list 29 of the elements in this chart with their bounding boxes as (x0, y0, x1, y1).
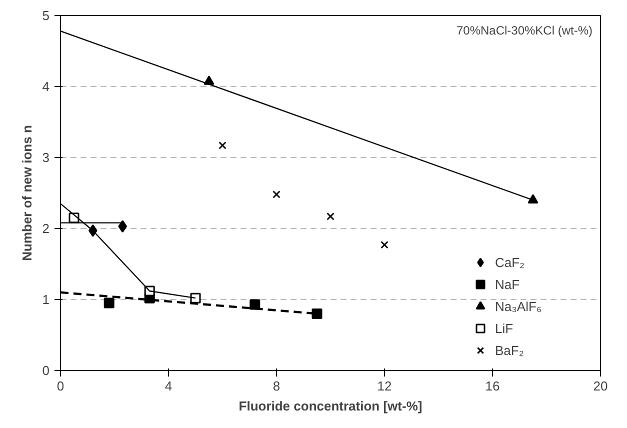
point (312, 308, 322, 319)
point (272, 190, 280, 198)
x-tick-label: 0 (56, 378, 64, 394)
x-tick-label: 16 (485, 378, 500, 394)
legend-label: LiF (495, 320, 514, 336)
point (104, 298, 114, 308)
y-axis-title: Number of new ions n (19, 125, 34, 261)
y-tick-label: 5 (42, 8, 50, 23)
point (380, 240, 388, 249)
x-axis-title: Fluoride concentration [wt-%] (238, 398, 422, 414)
y-tick-label: 3 (42, 150, 50, 165)
y-tick-label: 1 (42, 292, 50, 307)
legend-label: BaF₂ (495, 342, 524, 358)
y-tick-label: 4 (42, 79, 50, 94)
point (250, 299, 260, 310)
point (326, 212, 334, 220)
y-tick-label: 0 (42, 363, 50, 378)
legend-label: CaF₂ (495, 254, 525, 270)
point (118, 220, 128, 233)
y-tick-label: 2 (42, 221, 50, 236)
annotation: 70%NaCl-30%KCl (wt-%) (456, 24, 593, 38)
point (528, 194, 538, 204)
legend-label: NaF (495, 276, 520, 292)
legend-label: Na₃AlF₆ (495, 298, 542, 314)
point (218, 142, 226, 150)
x-tick-label: 12 (377, 378, 392, 394)
x-tick-label: 20 (593, 378, 608, 394)
x-tick-label: 8 (272, 378, 280, 394)
x-tick-label: 4 (164, 378, 172, 394)
